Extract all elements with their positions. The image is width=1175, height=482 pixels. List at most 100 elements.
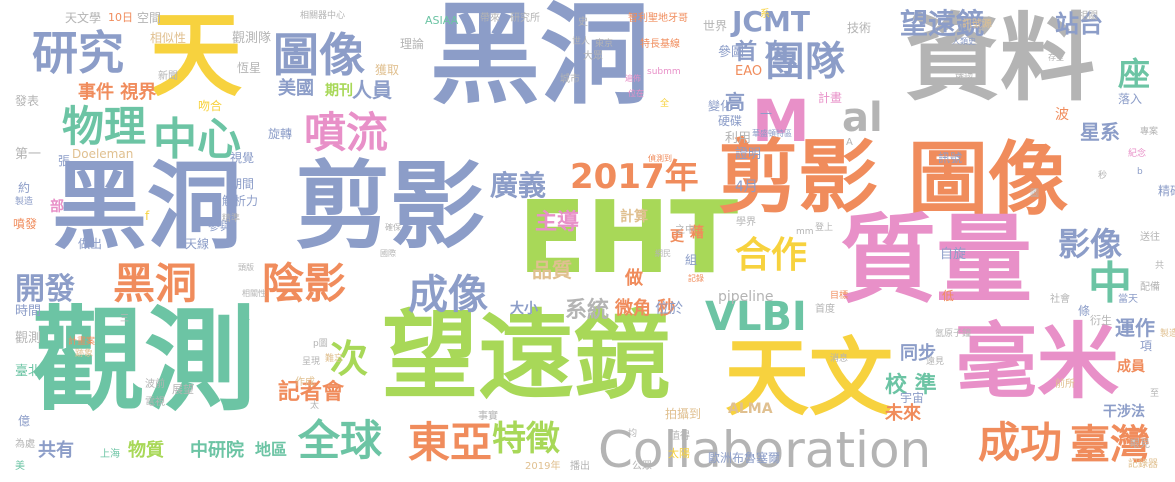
cloud-word: 作成 bbox=[295, 377, 315, 388]
cloud-word: 美國 bbox=[278, 78, 314, 99]
cloud-word: 特長基線 bbox=[640, 39, 680, 50]
cloud-word: 硬碟 bbox=[718, 114, 743, 128]
cloud-word: 4月 bbox=[735, 179, 758, 195]
cloud-word: 當天 bbox=[1118, 294, 1138, 305]
cloud-word: 波 bbox=[1055, 107, 1069, 123]
cloud-word: 億 bbox=[18, 414, 31, 428]
cloud-word: M bbox=[752, 87, 810, 155]
cloud-word: 氫原子鐘 bbox=[935, 329, 972, 339]
cloud-word: EAO bbox=[735, 64, 763, 79]
cloud-word: 前所 bbox=[1055, 379, 1075, 390]
cloud-word: 系統 bbox=[565, 298, 610, 323]
cloud-word: 記錄器 bbox=[1128, 459, 1158, 470]
cloud-word: 廣義 bbox=[490, 169, 547, 202]
cloud-word: 國際 bbox=[380, 249, 396, 258]
cloud-word: 座 bbox=[1118, 55, 1151, 93]
cloud-word: A bbox=[846, 137, 853, 148]
cloud-word: b bbox=[1137, 167, 1143, 177]
cloud-word: 歐洲布魯塞爾 bbox=[708, 451, 781, 465]
cloud-word: 臺灣 bbox=[1070, 422, 1150, 468]
cloud-word: 噴流 bbox=[304, 108, 389, 157]
cloud-word: 2019年 bbox=[525, 461, 561, 472]
cloud-word: 宇宙 bbox=[900, 391, 925, 405]
cloud-word: 組 bbox=[685, 253, 698, 267]
cloud-word: 至 bbox=[1150, 389, 1160, 399]
cloud-word: 利用 bbox=[725, 131, 752, 146]
cloud-word: 東亞 bbox=[408, 418, 493, 467]
cloud-word: 噴發 bbox=[13, 217, 38, 231]
cloud-word: 品質 bbox=[532, 258, 572, 282]
cloud-word: 運作 bbox=[1115, 316, 1155, 340]
cloud-word: 新 bbox=[238, 314, 251, 328]
cloud-word: 相關器中心 bbox=[300, 11, 346, 21]
cloud-word: 同步 bbox=[900, 343, 936, 364]
cloud-word: 質量 bbox=[840, 204, 1032, 316]
cloud-word: 2017年 bbox=[570, 157, 699, 197]
cloud-word: 紀念 bbox=[1128, 149, 1147, 159]
cloud-word: 開發 bbox=[15, 272, 75, 307]
cloud-word: 太 bbox=[310, 401, 320, 411]
cloud-word: 遍佈 bbox=[625, 74, 641, 83]
cloud-word: Collaboration bbox=[598, 421, 932, 479]
cloud-word: p圖 bbox=[313, 339, 328, 349]
cloud-word: pipeline bbox=[718, 289, 774, 305]
cloud-word: 校 準 bbox=[885, 373, 937, 398]
cloud-word: 製造工 bbox=[1160, 329, 1175, 339]
cloud-word: 登上 bbox=[815, 223, 834, 233]
cloud-word: 條 bbox=[1078, 304, 1091, 318]
cloud-word: 特徵 bbox=[492, 419, 560, 459]
cloud-word: 消息 bbox=[830, 354, 849, 364]
cloud-word: 恆星 bbox=[237, 61, 262, 75]
cloud-word: 記者會 bbox=[278, 380, 345, 405]
cloud-word: 空間 bbox=[137, 11, 162, 25]
cloud-word: 觀測 bbox=[15, 331, 42, 346]
cloud-word: 做 bbox=[625, 268, 643, 289]
cloud-word: Doeleman bbox=[72, 147, 134, 161]
cloud-word: 呈現 bbox=[302, 357, 321, 367]
cloud-word: 望遠鏡 bbox=[382, 300, 670, 412]
cloud-word: 圖像 bbox=[908, 133, 1068, 226]
cloud-word: 共有 bbox=[38, 440, 74, 461]
cloud-word: 成員 bbox=[1117, 359, 1145, 375]
cloud-word: 黑洞 bbox=[52, 152, 243, 262]
cloud-word: 頭版 bbox=[238, 263, 254, 272]
cloud-word: 技術 bbox=[847, 21, 872, 35]
cloud-word: 圖像 bbox=[273, 28, 365, 82]
cloud-word: 為處 bbox=[15, 439, 35, 450]
cloud-word: 參圖 bbox=[718, 45, 745, 60]
cloud-word: 做出 bbox=[78, 237, 103, 251]
cloud-word: 天線 bbox=[185, 237, 210, 251]
cloud-word: 製造 bbox=[15, 197, 34, 207]
cloud-word: 城市 bbox=[560, 74, 580, 85]
cloud-word: 期間 bbox=[230, 177, 255, 191]
cloud-word: 物質 bbox=[128, 440, 164, 461]
cloud-word: 美 bbox=[15, 461, 25, 472]
cloud-word: 之中 bbox=[675, 225, 695, 236]
cloud-word: 帶來 bbox=[480, 13, 500, 24]
cloud-word: 次 bbox=[330, 337, 369, 381]
cloud-word: EHT bbox=[518, 179, 739, 296]
cloud-word: 解析力 bbox=[222, 194, 259, 208]
cloud-word: 電視 bbox=[145, 397, 165, 408]
cloud-word: ALMA bbox=[728, 401, 773, 417]
cloud-word: 太陽 bbox=[668, 447, 690, 460]
cloud-word: 視覺 bbox=[230, 151, 255, 165]
cloud-word: 播出 bbox=[570, 461, 590, 472]
cloud-word: 落入 bbox=[1118, 92, 1143, 106]
cloud-word: 更 bbox=[670, 229, 684, 245]
cloud-word: 事實 bbox=[478, 411, 498, 422]
cloud-word: 天文 bbox=[725, 329, 894, 427]
cloud-word: 確保 bbox=[385, 223, 401, 232]
cloud-word: 記錄 bbox=[688, 274, 704, 283]
cloud-word: 觀測隊 bbox=[232, 31, 272, 46]
cloud-word: 秒 bbox=[1098, 171, 1108, 181]
cloud-word: JCMT bbox=[732, 5, 810, 38]
cloud-word: 圖 bbox=[1030, 189, 1040, 199]
cloud-word: 學界 bbox=[736, 217, 756, 228]
cloud-word: 發表 bbox=[15, 94, 40, 108]
cloud-word: 波前 bbox=[145, 379, 165, 390]
cloud-word: 精準 bbox=[222, 214, 241, 224]
cloud-word: 世界 bbox=[703, 19, 728, 33]
cloud-word: 智利聖地牙哥 bbox=[628, 13, 688, 24]
